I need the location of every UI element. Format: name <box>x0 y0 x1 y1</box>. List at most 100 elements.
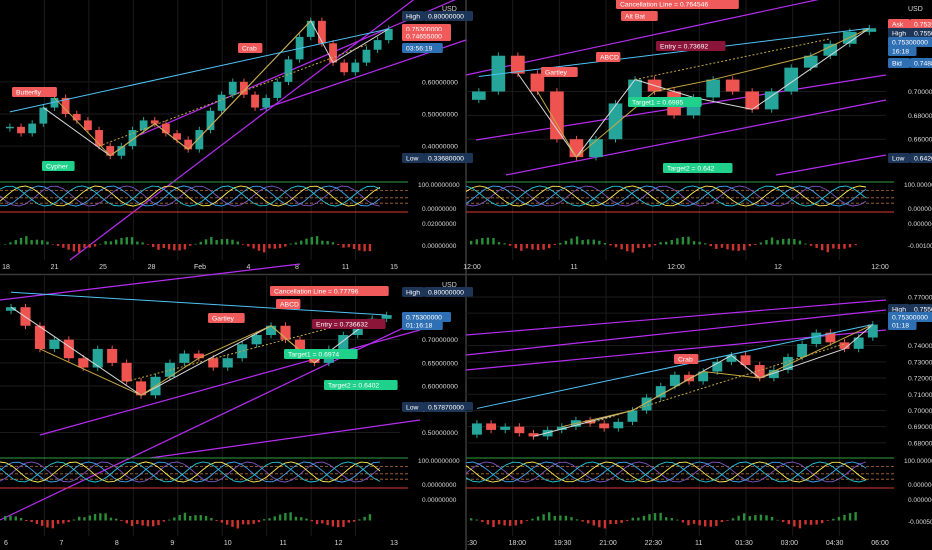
pattern-annotation-label: Cypher <box>46 164 69 171</box>
histogram-bar <box>289 512 292 521</box>
histogram-bar <box>470 240 473 245</box>
histogram-bar <box>310 520 313 522</box>
pattern-annotation-label-bg <box>12 87 57 97</box>
histogram-bar <box>826 520 829 521</box>
histogram-bar <box>194 243 197 245</box>
histogram-bar <box>83 517 86 521</box>
histogram-bar <box>294 242 298 245</box>
osc-tick-label: 100.00000000 <box>904 458 932 465</box>
histogram-bar <box>581 240 584 245</box>
candle-body <box>266 325 277 336</box>
candle-body <box>754 365 765 379</box>
histogram-bar <box>300 240 303 245</box>
histogram-bar <box>72 519 76 521</box>
histogram-bar <box>676 519 679 521</box>
candle-body <box>698 371 709 382</box>
candle-body <box>206 110 215 131</box>
x-tick-label: 11 <box>342 264 349 271</box>
histogram-bar <box>642 244 646 249</box>
y-tick-label: 0.77000000 <box>908 294 932 301</box>
x-tick-label: 12:00 <box>463 264 481 271</box>
histogram-bar <box>109 517 113 521</box>
histogram-bar <box>637 244 640 249</box>
y-tick-label: 0.73000000 <box>908 359 932 366</box>
candle-body <box>745 91 759 110</box>
histogram-bar <box>770 237 774 245</box>
candle-body <box>251 94 259 108</box>
histogram-bar <box>614 520 618 524</box>
candle-body <box>556 426 567 430</box>
histogram-bar <box>104 241 107 245</box>
candle-body <box>472 91 486 100</box>
histogram-bar <box>765 240 768 245</box>
histogram-bar <box>231 239 234 245</box>
pattern-annotation-label: Gartley <box>545 70 568 77</box>
candle-body <box>472 423 482 435</box>
y-tick-label: 0.65000000 <box>422 360 458 367</box>
y-tick-label: 0.40000000 <box>422 144 458 151</box>
price-tag-value: 0.80000000 <box>428 290 464 297</box>
price-tag-kind-bg <box>888 304 910 314</box>
candle-body <box>784 67 799 92</box>
hist-tick-label: -0.00100000 <box>908 243 932 250</box>
hist-tick-label: -0.00050000 <box>908 519 932 526</box>
candle-body <box>273 81 282 98</box>
histogram-bar <box>809 244 813 246</box>
candle-body <box>262 97 271 108</box>
candle-body <box>107 348 118 363</box>
price-tag-value: 0.57870000 <box>428 405 464 412</box>
histogram-bar <box>273 244 276 249</box>
histogram-bar <box>486 237 490 245</box>
y-tick-label: 0.70000000 <box>422 337 458 344</box>
candle-body <box>84 120 92 131</box>
y-tick-label: 0.66000000 <box>908 137 932 144</box>
histogram-bar <box>793 520 796 527</box>
candle-body <box>613 421 624 429</box>
histogram-bar <box>189 244 192 246</box>
histogram-bar <box>759 242 763 245</box>
histogram-bar <box>832 518 835 521</box>
pattern-annotation-label: Entry = 0.736632 <box>316 322 368 329</box>
histogram-bar <box>368 514 372 521</box>
histogram-bar <box>62 520 65 524</box>
candle-body <box>514 426 525 434</box>
y-tick-label: 0.74000000 <box>908 343 932 350</box>
y-tick-label: 0.72000000 <box>908 376 932 383</box>
pattern-annotation-label: Cancellation Line = 0.764546 <box>620 2 708 9</box>
candle-body <box>92 348 103 368</box>
pattern-annotation-label-bg <box>674 354 699 364</box>
price-tag-value-bg <box>910 58 932 68</box>
pattern-annotation-label: Crab <box>678 357 693 364</box>
pattern-annotation-label: ABCD <box>280 302 299 309</box>
candle-body <box>39 107 48 124</box>
histogram-bar <box>821 244 824 251</box>
histogram-bar <box>626 520 629 521</box>
histogram-bar <box>704 520 707 527</box>
x-tick-label: 18 <box>2 264 10 271</box>
histogram-bar <box>173 517 176 521</box>
histogram-bar <box>575 236 579 245</box>
histogram-bar <box>35 520 39 524</box>
oscillator-line <box>465 461 867 483</box>
histogram-bar <box>587 520 590 524</box>
oscillator-line <box>0 461 381 483</box>
price-tag-value-bg <box>888 312 932 322</box>
candle-body <box>867 324 878 338</box>
price-tag-value-bg <box>402 320 443 330</box>
price-tag-value: 0.75300000 <box>892 40 928 47</box>
candle-body <box>825 332 836 343</box>
y-tick-label: 0.60000000 <box>422 384 458 391</box>
trend-channel-line <box>69 0 415 261</box>
histogram-bar <box>709 520 712 527</box>
pattern-annotation-label-bg <box>541 67 578 77</box>
histogram-bar <box>525 244 529 249</box>
histogram-bar <box>587 239 590 245</box>
candle-body <box>500 426 511 430</box>
histogram-bar <box>183 512 187 521</box>
chart-panel-1: USD 0.60000000 0.50000000 0.40000000 Butterf… <box>0 0 473 271</box>
candle-body <box>34 325 45 349</box>
histogram-bar <box>173 244 176 251</box>
histogram-bar <box>178 515 181 521</box>
histogram-bar <box>130 520 134 527</box>
histogram-bar <box>720 244 724 248</box>
